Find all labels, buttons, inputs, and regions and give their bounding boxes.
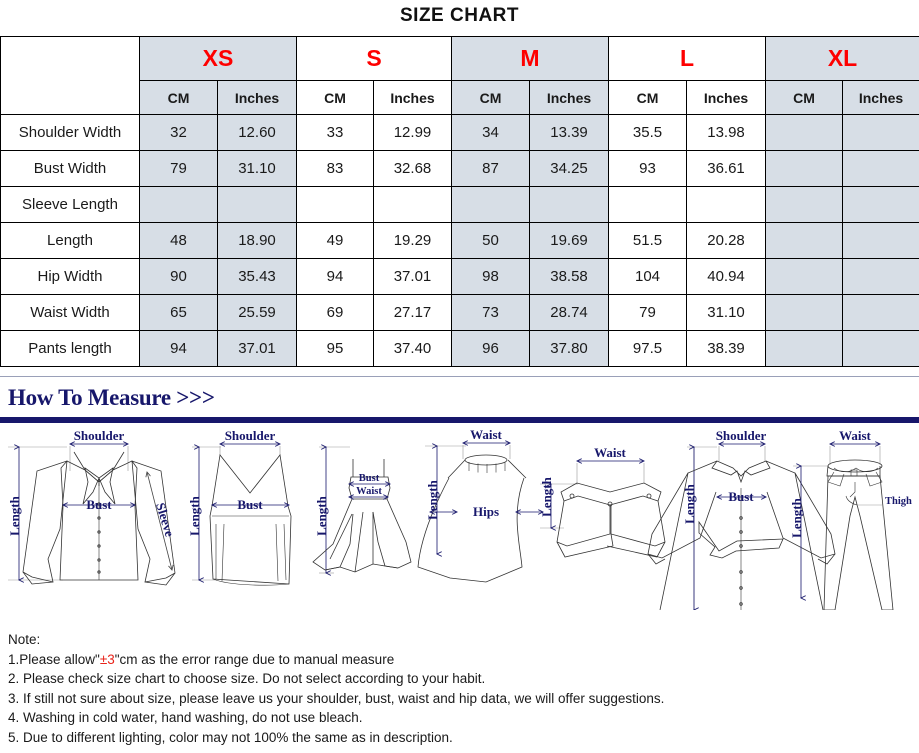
svg-text:Shoulder: Shoulder	[716, 428, 767, 443]
svg-text:Hips: Hips	[473, 504, 499, 519]
svg-text:Bust: Bust	[728, 489, 754, 504]
svg-text:Bust: Bust	[86, 497, 112, 512]
svg-text:Length: Length	[187, 495, 202, 536]
svg-text:Length: Length	[314, 495, 329, 536]
svg-text:Shoulder: Shoulder	[74, 428, 125, 443]
svg-text:Bust: Bust	[237, 497, 263, 512]
svg-text:Waist: Waist	[470, 427, 502, 442]
svg-text:Length: Length	[789, 497, 804, 538]
svg-text:Sleeve: Sleeve	[153, 501, 178, 539]
svg-text:Length: Length	[539, 476, 554, 517]
svg-text:Thigh: Thigh	[885, 496, 912, 507]
svg-text:Length: Length	[682, 483, 697, 524]
svg-text:Waist: Waist	[594, 445, 626, 460]
svg-text:Length: Length	[7, 495, 22, 536]
svg-text:Shoulder: Shoulder	[225, 428, 276, 443]
svg-text:Bust: Bust	[359, 473, 380, 484]
svg-text:Length: Length	[425, 479, 440, 520]
svg-text:Waist: Waist	[839, 428, 871, 443]
svg-text:Waist: Waist	[356, 486, 382, 497]
